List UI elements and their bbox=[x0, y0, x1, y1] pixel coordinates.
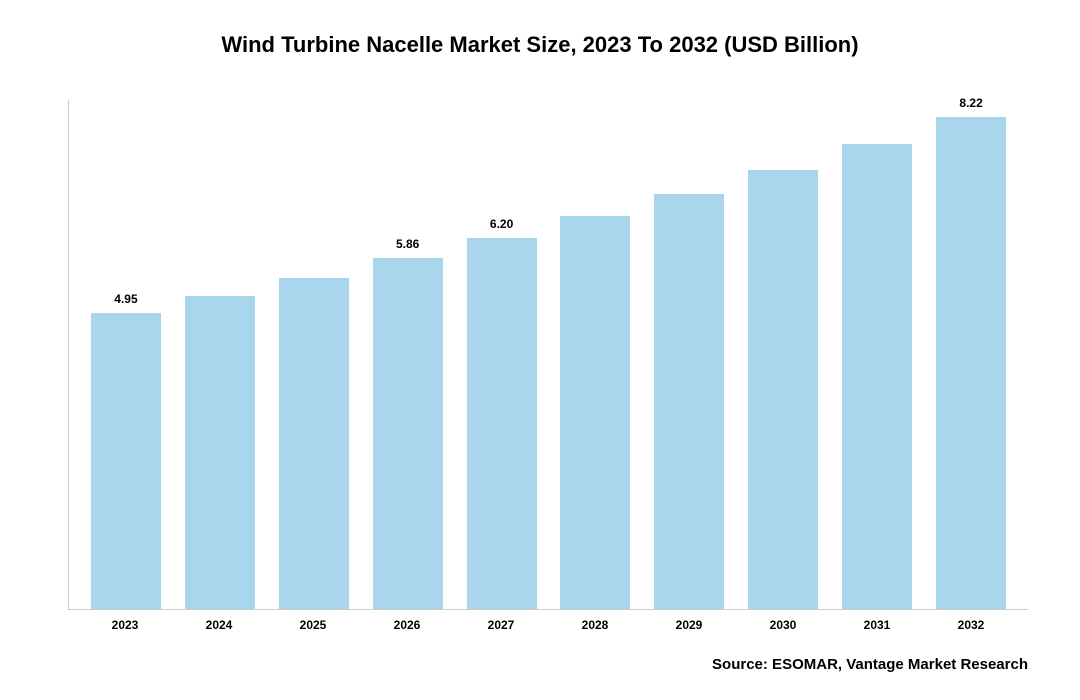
bar bbox=[90, 312, 162, 609]
x-axis-label: 2023 bbox=[78, 618, 172, 632]
x-axis-label: 2026 bbox=[360, 618, 454, 632]
bar bbox=[747, 169, 819, 609]
x-axis-label: 2028 bbox=[548, 618, 642, 632]
bar-group bbox=[736, 169, 830, 609]
chart-title: Wind Turbine Nacelle Market Size, 2023 T… bbox=[0, 0, 1080, 68]
bar bbox=[653, 193, 725, 609]
x-axis-label: 2031 bbox=[830, 618, 924, 632]
bar bbox=[935, 116, 1007, 609]
chart-plot-area: 4.955.866.208.22 bbox=[68, 100, 1028, 610]
bar-value-label: 6.20 bbox=[490, 217, 513, 231]
x-axis-label: 2025 bbox=[266, 618, 360, 632]
bar-group: 6.20 bbox=[455, 237, 549, 609]
bar-group: 5.86 bbox=[361, 257, 455, 609]
bar-group: 4.95 bbox=[79, 312, 173, 609]
x-axis-label: 2024 bbox=[172, 618, 266, 632]
bar-group bbox=[173, 295, 267, 609]
x-axis-label: 2030 bbox=[736, 618, 830, 632]
bar-value-label: 5.86 bbox=[396, 237, 419, 251]
bar bbox=[372, 257, 444, 609]
bar bbox=[278, 277, 350, 609]
bar bbox=[466, 237, 538, 609]
bar-group bbox=[642, 193, 736, 609]
x-axis-label: 2029 bbox=[642, 618, 736, 632]
bar-value-label: 4.95 bbox=[114, 292, 137, 306]
bar bbox=[184, 295, 256, 609]
bar-group: 8.22 bbox=[924, 116, 1018, 609]
source-attribution: Source: ESOMAR, Vantage Market Research bbox=[712, 656, 1028, 673]
bar-group bbox=[549, 215, 643, 609]
bar-group bbox=[830, 143, 924, 609]
bar-group bbox=[267, 277, 361, 609]
bars-container: 4.955.866.208.22 bbox=[69, 100, 1028, 609]
x-axis-label: 2032 bbox=[924, 618, 1018, 632]
x-axis-label: 2027 bbox=[454, 618, 548, 632]
bar bbox=[841, 143, 913, 609]
bar bbox=[559, 215, 631, 609]
bar-value-label: 8.22 bbox=[959, 96, 982, 110]
x-axis-labels: 2023202420252026202720282029203020312032 bbox=[68, 618, 1028, 632]
